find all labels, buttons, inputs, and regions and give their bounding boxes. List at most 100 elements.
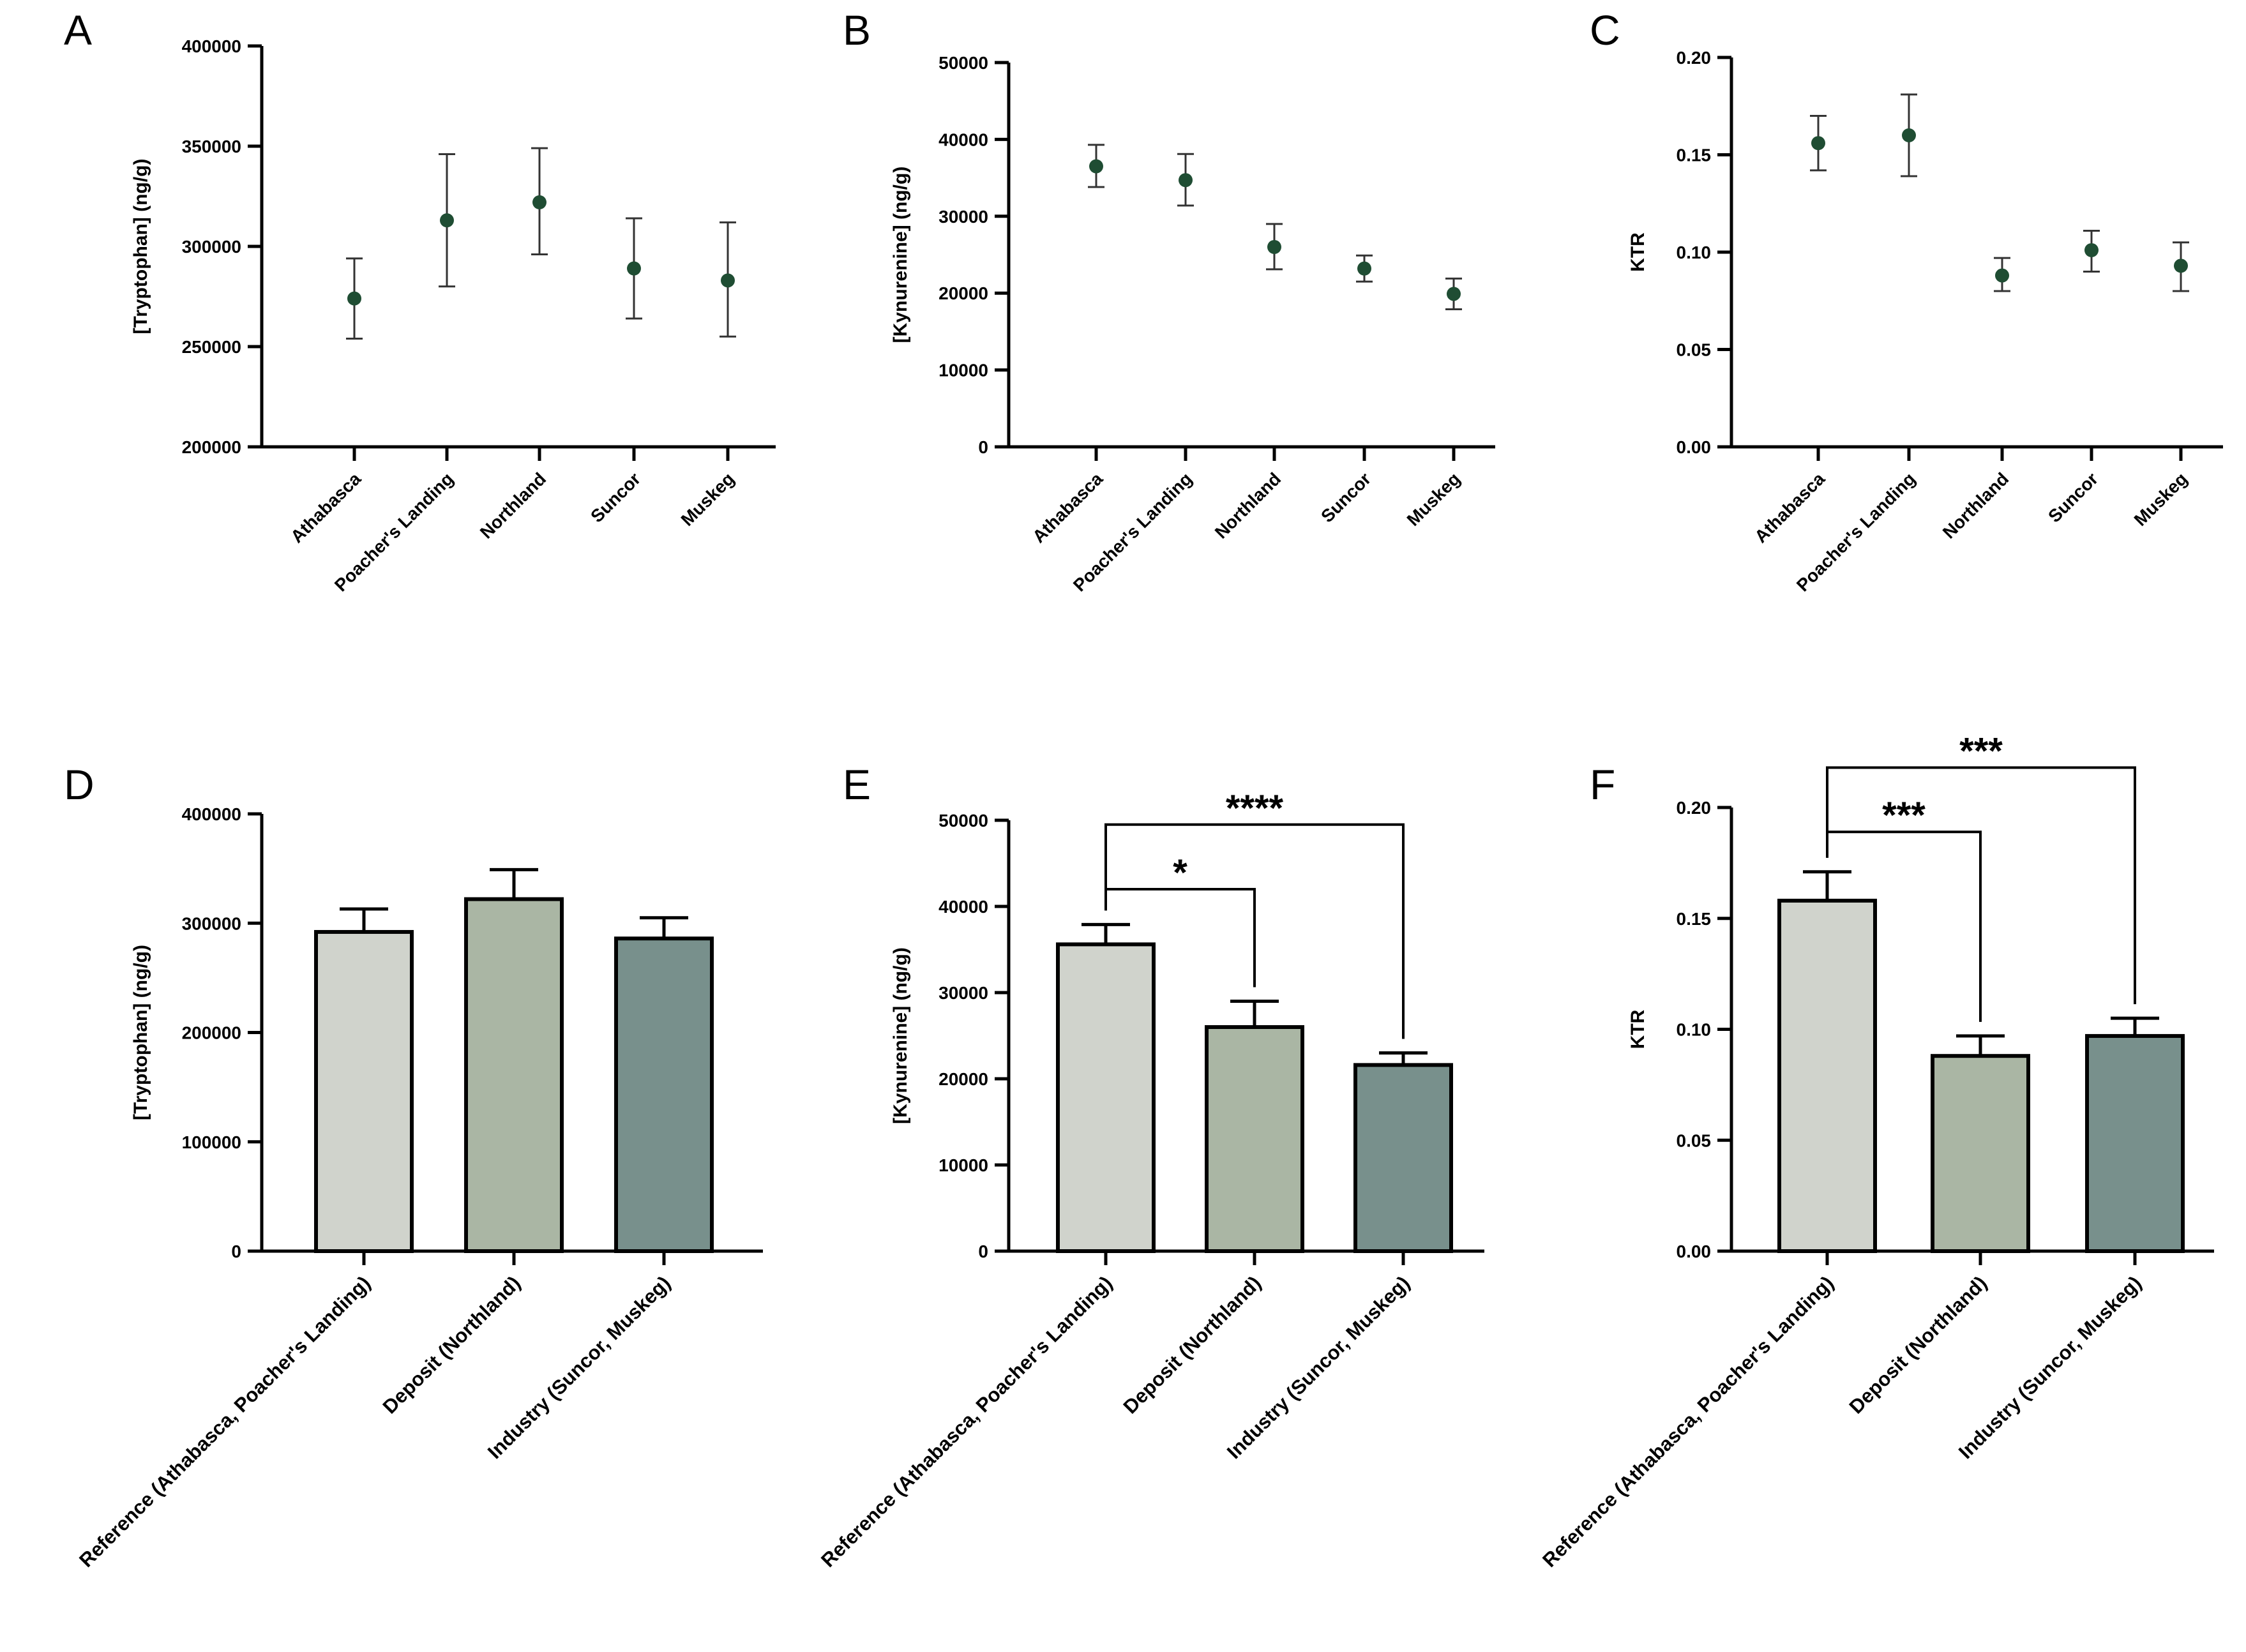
data-point — [1089, 159, 1103, 174]
data-point — [1811, 136, 1825, 151]
x-tick-label: Muskeg — [677, 469, 739, 530]
bar — [1205, 1025, 1304, 1253]
panel-letter: A — [64, 6, 92, 54]
y-tick-label: 0.00 — [1677, 437, 1712, 457]
y-axis-label: [Tryptophan] (ng/g) — [130, 945, 151, 1120]
bar — [1056, 942, 1156, 1254]
x-tick-label: Deposit (Northland) — [1845, 1272, 1991, 1418]
data-point — [1179, 173, 1193, 188]
y-axis-label: KTR — [1627, 232, 1648, 272]
x-tick-label: Northland — [1211, 469, 1285, 542]
panel-letter: F — [1590, 761, 1615, 808]
x-tick-label: Suncor — [2044, 469, 2102, 526]
bar — [614, 936, 714, 1253]
data-point — [1267, 239, 1281, 254]
y-tick-label: 0 — [978, 1242, 988, 1261]
x-tick-label: Industry (Suncor, Muskeg) — [1954, 1272, 2146, 1463]
y-tick-label: 50000 — [938, 53, 988, 73]
x-tick-label: Muskeg — [1403, 469, 1465, 530]
y-axis-label: [Tryptophan] (ng/g) — [130, 159, 151, 334]
y-tick-label: 100000 — [182, 1132, 241, 1152]
data-point — [440, 213, 454, 228]
y-tick-label: 0.20 — [1677, 798, 1712, 818]
x-tick-label: Athabasca — [1029, 469, 1106, 546]
y-tick-label: 0.15 — [1677, 146, 1712, 165]
bar — [314, 929, 414, 1253]
x-tick-label: Muskeg — [2130, 469, 2192, 530]
x-tick-label: Suncor — [587, 469, 644, 526]
significance-label: *** — [1882, 795, 1926, 836]
y-tick-label: 200000 — [182, 437, 241, 457]
panel-letter: C — [1590, 6, 1620, 54]
y-axis-label: [Kynurenine] (ng/g) — [890, 947, 911, 1124]
y-tick-label: 10000 — [938, 1155, 988, 1175]
panel-a: A [Tryptophan] (ng/g) 200000 250000 300000 35… — [64, 6, 776, 596]
panel-letter: E — [843, 761, 871, 808]
significance-label: * — [1173, 852, 1187, 894]
y-tick-label: 0.05 — [1677, 340, 1712, 360]
y-tick-label: 350000 — [182, 137, 241, 156]
y-axis-label: [Kynurenine] (ng/g) — [890, 167, 911, 343]
x-tick-label: Reference (Athabasca, Poacher's Landing) — [1538, 1272, 1838, 1572]
panel-b: B [Kynurenine] (ng/g) 0 10000 20000 30000 4000… — [843, 6, 1495, 596]
data-point — [1447, 287, 1461, 301]
y-tick-label: 0.15 — [1677, 909, 1712, 929]
x-tick-label: Industry (Suncor, Muskeg) — [483, 1272, 675, 1463]
x-tick-label: Deposit (Northland) — [1119, 1272, 1265, 1418]
y-tick-label: 0.05 — [1677, 1130, 1712, 1150]
y-tick-label: 400000 — [182, 36, 241, 56]
y-tick-label: 0.10 — [1677, 243, 1712, 262]
y-tick-label: 20000 — [938, 1069, 988, 1089]
bar — [1353, 1063, 1453, 1254]
panel-e: E [Kynurenine] (ng/g) 0 10000 20000 30000 4000… — [817, 761, 1484, 1572]
y-tick-label: 10000 — [938, 361, 988, 380]
data-point — [721, 273, 735, 288]
x-tick-label: Northland — [1939, 469, 2012, 542]
y-tick-label: 0.00 — [1677, 1242, 1712, 1261]
x-tick-label: Deposit (Northland) — [379, 1272, 525, 1418]
significance-bracket — [1826, 766, 2136, 1005]
y-tick-label: 30000 — [938, 207, 988, 227]
data-point — [1357, 261, 1371, 276]
x-tick-label: Northland — [476, 469, 550, 542]
data-point — [347, 291, 361, 306]
bar — [2085, 1033, 2185, 1254]
panel-d: D [Tryptophan] (ng/g) 0 100000 200000 300000 4… — [64, 761, 763, 1572]
x-tick-label: Reference (Athabasca, Poacher's Landing) — [75, 1272, 375, 1572]
x-tick-label: Suncor — [1317, 469, 1375, 526]
y-tick-label: 400000 — [182, 804, 241, 824]
data-point — [627, 261, 641, 276]
y-tick-label: 300000 — [182, 237, 241, 257]
y-tick-label: 300000 — [182, 913, 241, 933]
y-tick-label: 0 — [978, 437, 988, 457]
x-tick-label: Athabasca — [287, 469, 365, 546]
y-tick-label: 20000 — [938, 283, 988, 303]
panel-c: CKTR0.000.050.100.150.20AthabascaPoacher… — [1590, 6, 2223, 596]
bar — [1931, 1054, 2030, 1253]
significance-label: *** — [1959, 730, 2003, 772]
y-tick-label: 250000 — [182, 337, 241, 357]
significance-bracket — [1104, 823, 1405, 1039]
bar — [464, 897, 564, 1253]
data-point — [2084, 243, 2099, 257]
data-point — [532, 195, 546, 209]
data-point — [2174, 259, 2188, 273]
x-tick-label: Athabasca — [1751, 469, 1828, 546]
y-tick-label: 40000 — [938, 130, 988, 149]
y-tick-label: 200000 — [182, 1023, 241, 1043]
data-point — [1902, 128, 1916, 142]
panel-f: F KTR 0.00 0.05 0.10 0.15 0.20 Reference (Athab… — [1538, 730, 2214, 1572]
panel-letter: D — [64, 761, 94, 808]
y-tick-label: 0.10 — [1677, 1020, 1712, 1040]
bar — [1777, 898, 1877, 1253]
y-tick-label: 50000 — [938, 811, 988, 830]
y-axis-label: KTR — [1627, 1009, 1648, 1049]
y-tick-label: 0.20 — [1677, 48, 1712, 68]
significance-label: **** — [1226, 788, 1284, 829]
y-tick-label: 30000 — [938, 983, 988, 1003]
x-tick-label: Reference (Athabasca, Poacher's Landing) — [817, 1272, 1117, 1572]
data-point — [1995, 268, 2009, 283]
y-tick-label: 0 — [231, 1242, 241, 1261]
panel-letter: B — [843, 6, 871, 54]
